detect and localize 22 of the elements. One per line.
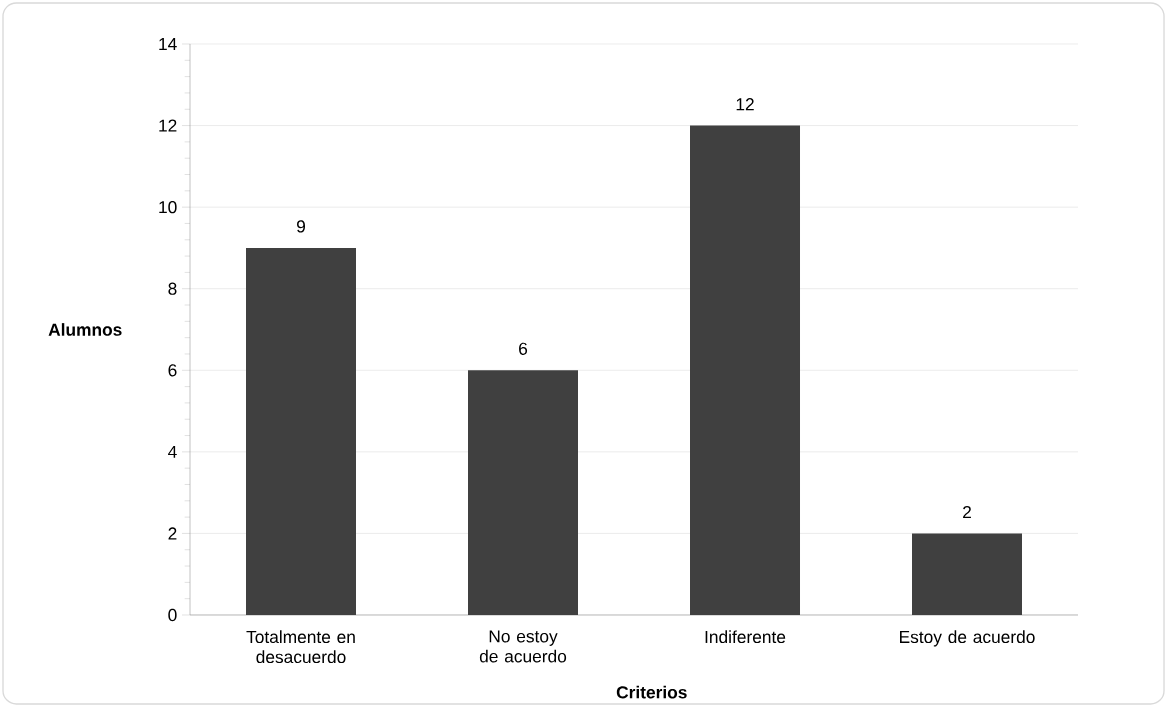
y-tick-label: 12 [159,119,177,132]
data-label: 12 [736,98,754,111]
data-label: 6 [519,342,528,355]
bar [912,533,1022,615]
x-tick-label: Indiferente [705,630,786,644]
x-tick-label: Estoy de acuerdo [900,630,1035,647]
y-tick-label: 4 [168,445,177,458]
data-label: 9 [297,220,306,233]
y-tick-label: 6 [168,364,177,377]
bar [246,247,356,615]
y-tick-label: 10 [159,201,177,214]
x-tick-label: Totalmente en desacuerdo [246,630,355,664]
bar [690,125,800,615]
bar [468,370,578,615]
y-axis-title: Alumnos [48,323,122,336]
y-tick-label: 2 [168,527,177,540]
data-label: 2 [963,505,971,519]
x-axis-title: Criterios [616,685,687,699]
y-tick-label: 8 [168,282,177,295]
y-tick-label: 0 [168,608,177,622]
x-tick-label: No estoy de acuerdo [479,630,567,663]
y-tick-label: 14 [159,38,177,50]
